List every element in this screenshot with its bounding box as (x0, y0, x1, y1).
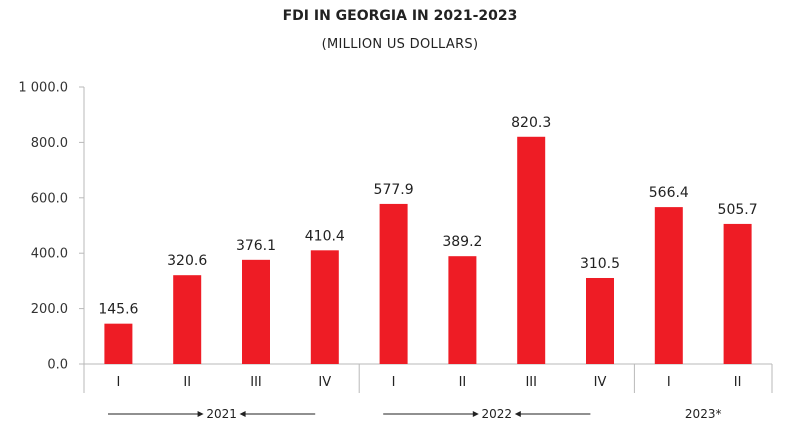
category-label: II (734, 375, 742, 390)
category-label: IV (594, 375, 607, 390)
bar-5 (379, 203, 408, 364)
y-tick-label: 600.0 (31, 191, 68, 206)
year-arrow-head-left (514, 411, 521, 417)
bar-8 (586, 277, 614, 364)
year-arrow-head-right (472, 411, 479, 417)
y-tick-label: 200.0 (31, 302, 68, 317)
bar-2 (173, 275, 202, 364)
data-label: 566.4 (649, 185, 689, 201)
year-arrow-head-right (197, 411, 204, 417)
data-label: 410.4 (305, 228, 345, 244)
y-tick-label: 1 000.0 (18, 81, 68, 96)
bar-4 (310, 250, 339, 364)
year-arrow-head-left (239, 411, 246, 417)
bar-10 (723, 223, 752, 364)
data-label: 376.1 (236, 238, 276, 254)
data-label: 320.6 (167, 253, 207, 269)
y-tick-label: 400.0 (31, 247, 68, 262)
data-label: 820.3 (511, 115, 551, 131)
chart-title: FDI IN GEORGIA IN 2021-2023 (282, 8, 518, 24)
data-label: 310.5 (580, 256, 620, 272)
data-label: 145.6 (98, 302, 138, 318)
category-label: III (250, 375, 262, 390)
category-label: IV (318, 375, 331, 390)
year-label: 2021 (206, 407, 237, 421)
chart-subtitle: (MILLION US DOLLARS) (321, 37, 479, 52)
bar-6 (448, 256, 477, 364)
category-label: II (183, 375, 191, 390)
category-label: III (525, 375, 537, 390)
bar-9 (654, 207, 683, 364)
bar-7 (517, 136, 546, 364)
data-label: 577.9 (374, 182, 414, 198)
year-label: 2022 (482, 407, 513, 421)
bar-3 (242, 259, 270, 364)
data-label: 505.7 (718, 202, 758, 218)
data-label: 389.2 (442, 234, 482, 250)
category-label: I (667, 375, 671, 390)
y-tick-label: 0.0 (47, 358, 68, 373)
category-label: I (392, 375, 396, 390)
category-label: II (459, 375, 467, 390)
category-label: I (116, 375, 120, 390)
bar-1 (104, 323, 133, 364)
year-label: 2023* (685, 407, 722, 421)
y-tick-label: 800.0 (31, 136, 68, 151)
